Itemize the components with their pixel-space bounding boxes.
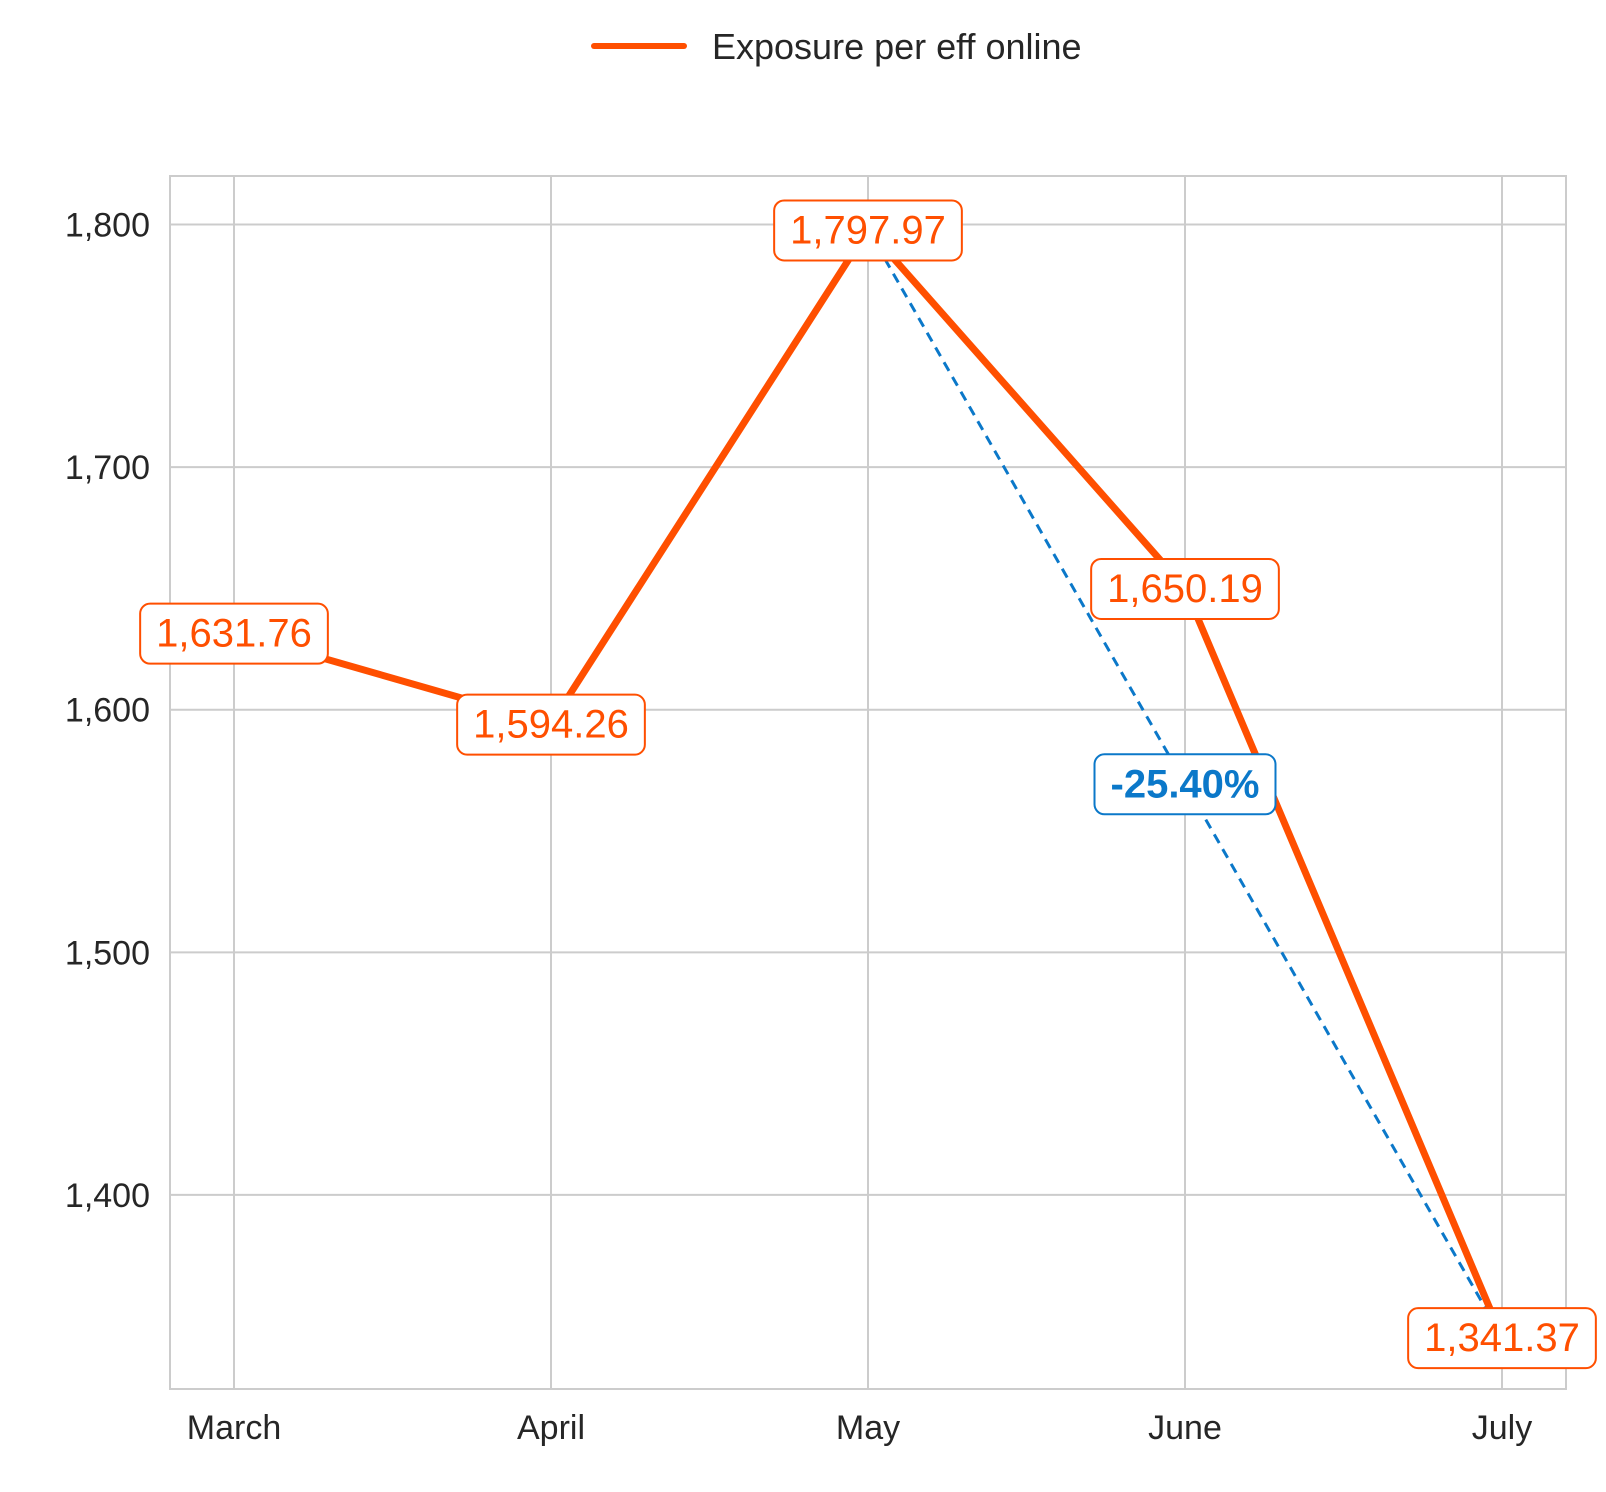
x-axis-ticks: March April May June July (187, 1409, 1532, 1447)
y-tick-label: 1,700 (65, 449, 150, 487)
y-axis-ticks: 1,400 1,500 1,600 1,700 1,800 (65, 207, 150, 1215)
legend: Exposure per eff online (591, 26, 1082, 67)
plot-frame (169, 175, 1567, 1390)
y-tick-label: 1,800 (65, 207, 150, 245)
data-label-box (1090, 557, 1280, 620)
data-label: 1,341.37 (1407, 1307, 1597, 1370)
data-label-box (139, 602, 329, 665)
data-label: 1,594.26 (456, 693, 646, 756)
y-tick-label: 1,600 (65, 692, 150, 730)
y-tick-label: 1,500 (65, 934, 150, 972)
x-tick-label: June (1148, 1409, 1222, 1447)
data-label: 1,797.97 (773, 199, 963, 262)
y-tick-label: 1,400 (65, 1177, 150, 1215)
change-label-group: -25.40% (1093, 753, 1277, 816)
data-labels: 1,631.76 1,594.26 1,797.97 1,650.19 1,341.37 (139, 199, 1597, 1370)
grid (170, 176, 1566, 1389)
legend-label: Exposure per eff online (712, 26, 1082, 67)
x-tick-label: March (187, 1409, 281, 1447)
data-label-text: 1,631.76 (156, 612, 312, 656)
data-label-box (1407, 1307, 1597, 1370)
x-tick-label: April (517, 1409, 585, 1447)
data-label: 1,650.19 (1090, 557, 1280, 620)
data-label-text: 1,594.26 (473, 703, 629, 747)
data-label-text: 1,650.19 (1107, 567, 1263, 611)
data-label-text: 1,341.37 (1424, 1316, 1580, 1360)
change-label-box (1093, 753, 1277, 816)
change-label: -25.40% (1093, 753, 1277, 816)
data-label: 1,631.76 (139, 602, 329, 665)
x-tick-label: May (836, 1409, 900, 1447)
data-label-box (773, 199, 963, 262)
data-label-box (456, 693, 646, 756)
x-tick-label: July (1472, 1409, 1532, 1447)
change-label-text: -25.40% (1111, 762, 1260, 806)
data-label-text: 1,797.97 (790, 208, 946, 252)
